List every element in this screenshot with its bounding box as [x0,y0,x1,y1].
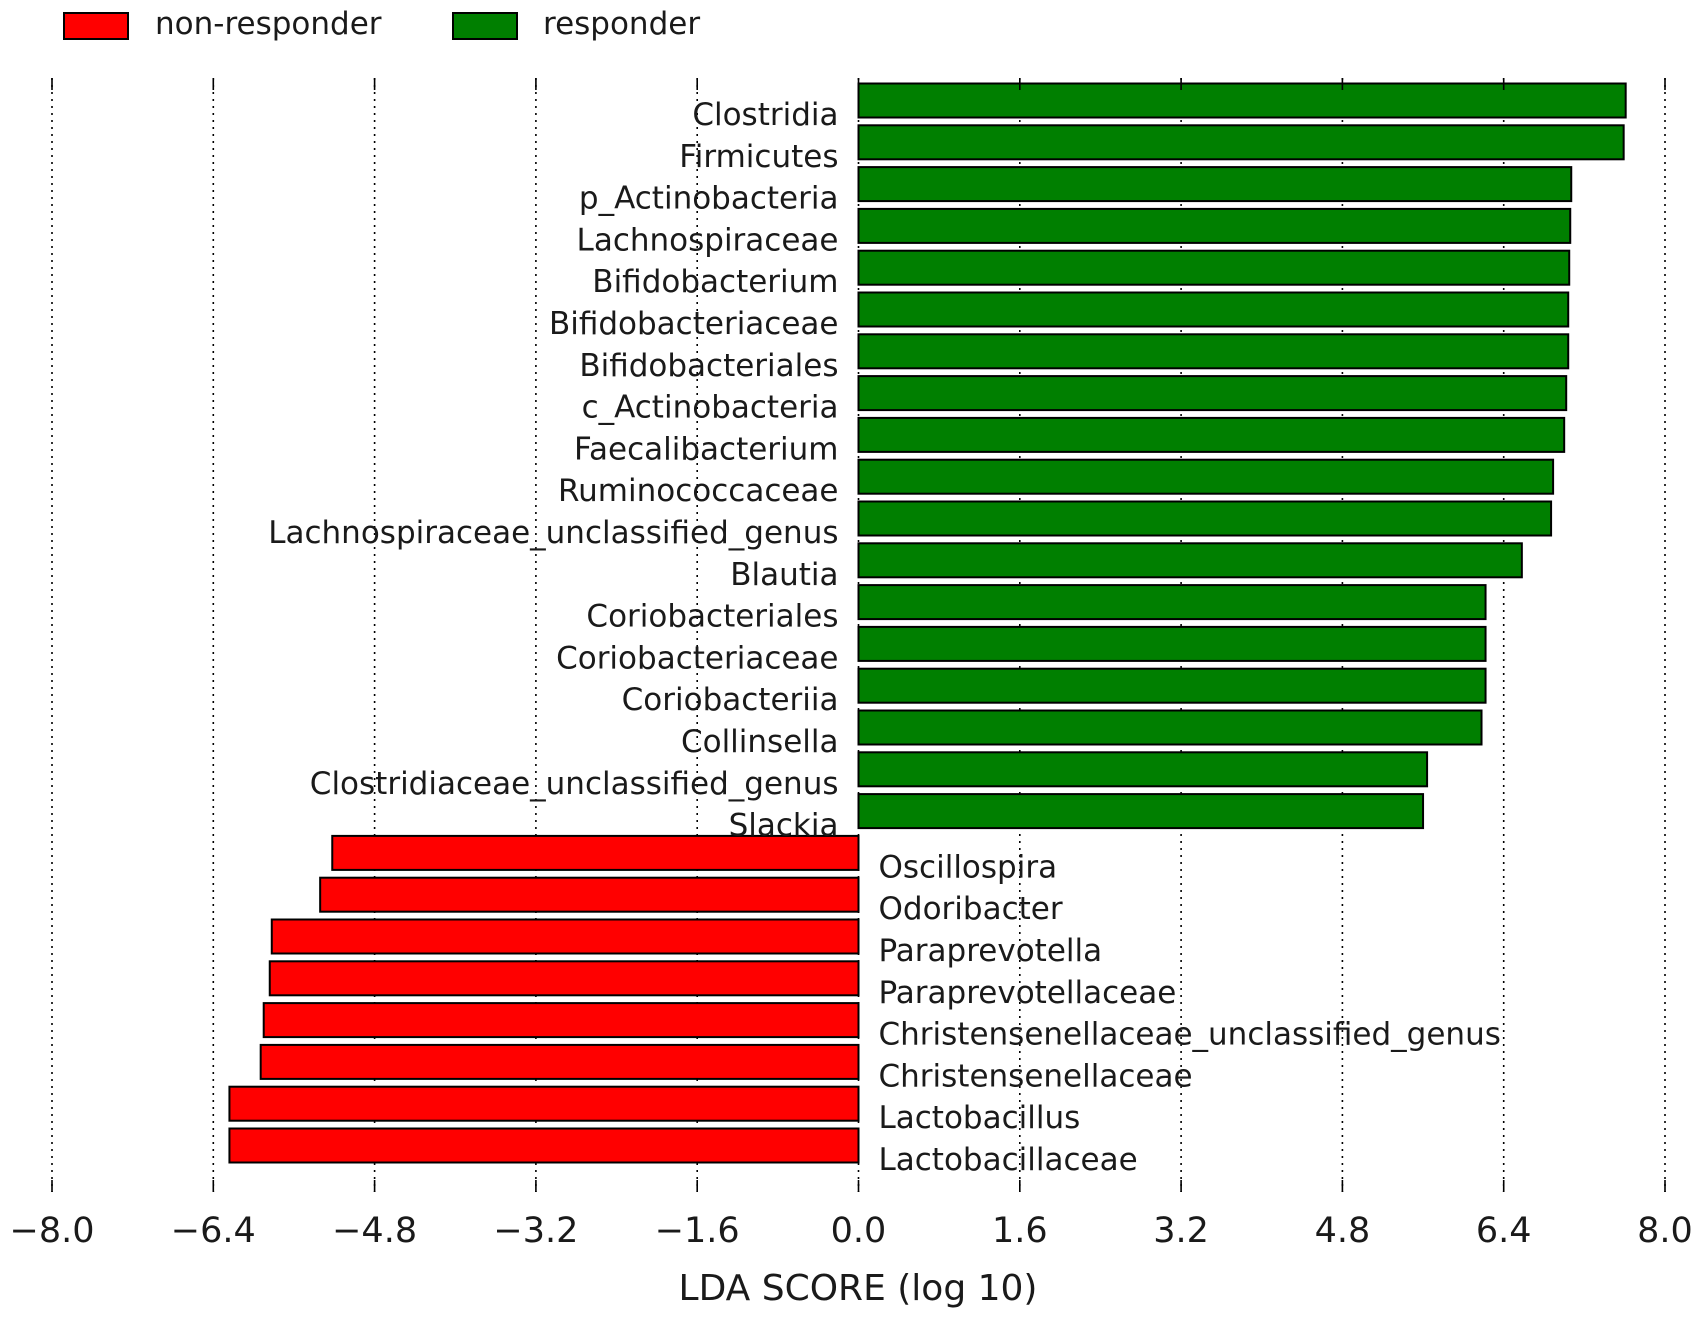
x-tick-label: 4.8 [1315,1211,1371,1251]
bar-responder [857,82,1627,119]
legend: non-responder responder [63,6,700,42]
bar-non-responder [228,1127,860,1164]
bar-responder [857,542,1523,579]
bar-label: p_Actinobacteria [579,181,839,217]
bars [228,82,1627,1164]
bar-label: Coriobacteriales [586,599,838,635]
bar-non-responder [262,1002,860,1039]
bar-responder [857,291,1570,328]
bar-label: Bifidobacteriaceae [549,306,839,342]
legend-label-responder: responder [543,6,700,42]
x-tick-label: −1.6 [655,1211,740,1251]
bar-responder [857,166,1573,203]
bar-label: Firmicutes [679,139,838,175]
bar-label: Lactobacillaceae [879,1142,1138,1178]
bar-responder [857,709,1483,746]
bar-label: c_Actinobacteria [582,390,839,426]
bar-labels: Clostridia Firmicutes p_Actinobacteria Lach… [268,97,1501,1178]
bar-label: Slackia [729,808,839,844]
bar-responder [857,584,1487,621]
bar-responder [857,793,1425,830]
bar-non-responder [270,918,860,955]
legend-swatch-responder [452,12,518,40]
x-tick-label: 3.2 [1153,1211,1209,1251]
bar-label: Christensenellaceae_unclassified_genus [879,1017,1501,1053]
legend-label-non-responder: non-responder [155,6,382,42]
bar-label: Bifidobacterium [592,264,838,300]
bar-responder [857,500,1553,537]
bar-label: Bifidobacteriales [579,348,838,384]
bar-label: Oscillospira [879,849,1058,885]
x-tick-label: 8.0 [1637,1211,1693,1251]
x-tick-label: 6.4 [1476,1211,1532,1251]
bar-label: Clostridia [692,97,838,133]
bar-label: Coriobacteriia [622,682,839,718]
bar-responder [857,375,1568,412]
legend-swatch-non-responder [63,12,129,40]
x-tick-label: 0.0 [831,1211,887,1251]
bar-responder [857,751,1429,788]
x-tick-label: −6.4 [171,1211,256,1251]
bar-responder [857,207,1572,244]
bar-label: Lachnospiraceae_unclassified_genus [268,515,838,551]
bar-responder [857,249,1571,286]
bar-responder [857,124,1625,161]
x-tick-label: −3.2 [493,1211,578,1251]
bar-responder [857,416,1566,453]
bar-responder [857,667,1487,704]
bar-non-responder [331,834,860,871]
bar-label: Clostridiaceae_unclassified_genus [310,766,839,802]
bar-label: Coriobacteriaceae [556,640,838,676]
bar-non-responder [268,960,860,997]
bar-label: Odoribacter [879,891,1063,927]
bar-label: Ruminococcaceae [558,473,839,509]
bar-label: Lachnospiraceae [577,222,839,258]
x-axis: −8.0 −6.4 −4.8 −3.2 −1.6 0.0 1.6 3.2 4.8 6.4 8.0 [10,78,1693,1251]
bar-label: Blautia [730,557,838,593]
bar-non-responder [319,876,860,913]
x-axis-title: LDA SCORE (log 10) [679,1268,1038,1309]
bar-label: Christensenellaceae [879,1058,1193,1094]
bar-responder [857,333,1570,370]
bar-non-responder [228,1085,860,1122]
bar-label: Paraprevotellaceae [879,975,1177,1011]
bar-non-responder [259,1043,860,1080]
bar-responder [857,458,1555,495]
bar-label: Lactobacillus [879,1100,1081,1136]
bar-label: Faecalibacterium [574,431,838,467]
x-tick-label: 1.6 [992,1211,1048,1251]
bar-label: Paraprevotella [879,933,1103,969]
x-tick-label: −8.0 [10,1211,95,1251]
bar-label: Collinsella [681,724,839,760]
x-tick-label: −4.8 [332,1211,417,1251]
bar-responder [857,625,1487,662]
